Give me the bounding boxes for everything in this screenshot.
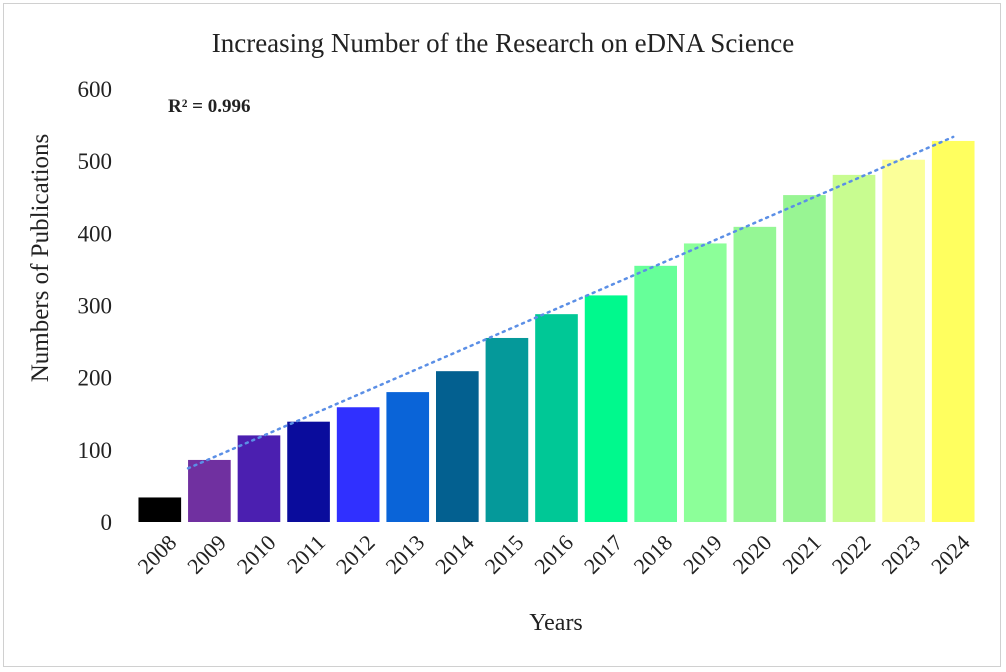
x-tick-label: 2013 — [380, 530, 429, 579]
x-tick-label: 2021 — [777, 530, 826, 579]
x-tick-label: 2024 — [926, 530, 975, 579]
y-tick-label: 200 — [78, 366, 113, 391]
y-tick-label: 600 — [78, 77, 113, 102]
bar-2009 — [188, 459, 231, 522]
bar-2020 — [733, 226, 777, 523]
x-tick-label: 2012 — [331, 530, 380, 579]
x-tick-label: 2022 — [827, 530, 876, 579]
bar-2018 — [634, 265, 677, 522]
x-axis-ticks: 2008 2009 2010 2011 2012 2013 2014 2015 2016 2017… — [133, 530, 975, 579]
y-tick-label: 300 — [78, 294, 113, 319]
x-tick-label: 2014 — [430, 530, 479, 579]
x-tick-label: 2016 — [529, 530, 578, 579]
x-tick-label: 2023 — [876, 530, 925, 579]
x-tick-label: 2009 — [182, 530, 231, 579]
bar-2013 — [386, 392, 430, 522]
y-tick-label: 500 — [78, 149, 113, 174]
y-tick-label: 0 — [101, 510, 113, 535]
bar-2019 — [683, 243, 727, 523]
bar-2021 — [783, 195, 826, 522]
x-tick-label: 2010 — [232, 530, 281, 579]
x-tick-label: 2008 — [133, 530, 182, 579]
bar-2023 — [882, 159, 925, 522]
bar-2024 — [931, 140, 975, 522]
trendline — [186, 135, 955, 470]
bar-2015 — [485, 337, 529, 522]
bar-2016 — [535, 314, 578, 522]
bar-2008 — [138, 497, 182, 522]
y-tick-label: 100 — [78, 438, 113, 463]
y-axis-label: Numbers of Publications — [27, 134, 54, 383]
bar-2014 — [436, 371, 479, 522]
x-tick-label: 2019 — [678, 530, 727, 579]
bar-2010 — [237, 435, 281, 522]
x-tick-label: 2020 — [728, 530, 777, 579]
r-squared-annotation: R² = 0.996 — [168, 96, 251, 117]
x-tick-label: 2017 — [579, 530, 628, 579]
y-tick-label: 400 — [78, 221, 113, 246]
x-tick-label: 2011 — [282, 530, 330, 578]
bar-2017 — [584, 295, 628, 522]
x-axis-label: Years — [529, 610, 583, 636]
bars — [138, 140, 975, 523]
x-tick-label: 2018 — [628, 530, 677, 579]
bar-2022 — [832, 174, 876, 522]
bar-2012 — [336, 407, 380, 522]
x-tick-label: 2015 — [480, 530, 529, 579]
chart-title: Increasing Number of the Research on eDN… — [212, 28, 795, 58]
y-axis-ticks: 0 100 200 300 400 500 600 — [78, 77, 113, 535]
bar-2011 — [287, 421, 330, 522]
